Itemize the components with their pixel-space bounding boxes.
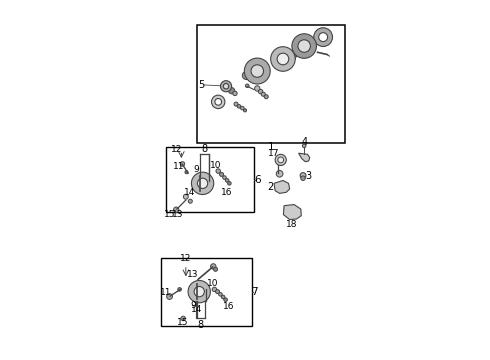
Circle shape xyxy=(221,295,225,299)
Polygon shape xyxy=(298,153,310,162)
Circle shape xyxy=(198,174,202,177)
Circle shape xyxy=(251,65,264,77)
Text: 12: 12 xyxy=(180,254,192,263)
Circle shape xyxy=(183,194,188,199)
Circle shape xyxy=(220,172,223,176)
Circle shape xyxy=(188,280,210,303)
Circle shape xyxy=(237,104,241,108)
Circle shape xyxy=(311,41,315,45)
Circle shape xyxy=(298,40,311,52)
Polygon shape xyxy=(274,180,290,193)
Text: 7: 7 xyxy=(251,287,258,297)
Circle shape xyxy=(264,95,268,99)
Circle shape xyxy=(234,102,238,106)
Circle shape xyxy=(194,299,197,303)
Text: 1: 1 xyxy=(268,141,274,152)
Circle shape xyxy=(291,50,295,55)
Text: 5: 5 xyxy=(198,80,205,90)
Circle shape xyxy=(216,290,220,294)
Circle shape xyxy=(279,184,285,190)
Text: 14: 14 xyxy=(183,188,195,197)
Text: 2: 2 xyxy=(267,182,273,192)
Bar xyxy=(197,25,345,143)
Text: 13: 13 xyxy=(187,270,199,279)
Circle shape xyxy=(220,81,232,92)
Circle shape xyxy=(197,178,208,189)
Circle shape xyxy=(292,34,317,58)
Text: 15: 15 xyxy=(177,318,188,327)
Circle shape xyxy=(302,144,306,148)
Circle shape xyxy=(195,282,198,286)
Circle shape xyxy=(245,84,249,87)
Text: 9: 9 xyxy=(190,301,196,310)
Circle shape xyxy=(292,57,295,60)
Circle shape xyxy=(188,199,192,203)
Circle shape xyxy=(241,106,244,110)
Text: 14: 14 xyxy=(191,305,202,314)
Bar xyxy=(161,258,252,326)
Circle shape xyxy=(233,91,237,96)
Text: 12: 12 xyxy=(171,145,182,154)
Text: 4: 4 xyxy=(301,137,307,147)
Circle shape xyxy=(300,173,306,179)
Circle shape xyxy=(312,48,316,51)
Text: 11: 11 xyxy=(160,288,172,297)
Circle shape xyxy=(243,72,250,80)
Circle shape xyxy=(289,208,295,215)
Circle shape xyxy=(255,86,260,91)
Text: 16: 16 xyxy=(221,188,233,197)
Polygon shape xyxy=(283,204,301,220)
Circle shape xyxy=(224,298,227,301)
Circle shape xyxy=(178,288,181,291)
Circle shape xyxy=(277,53,289,65)
Text: 10: 10 xyxy=(207,279,219,288)
Text: 8: 8 xyxy=(198,320,204,330)
Text: 18: 18 xyxy=(286,220,297,229)
Circle shape xyxy=(278,157,284,163)
Circle shape xyxy=(293,53,297,58)
Circle shape xyxy=(270,47,295,71)
Circle shape xyxy=(313,45,317,48)
Circle shape xyxy=(215,99,221,105)
Circle shape xyxy=(223,84,229,89)
Circle shape xyxy=(173,207,179,212)
Circle shape xyxy=(212,95,225,109)
Circle shape xyxy=(244,109,246,112)
Text: 10: 10 xyxy=(210,161,222,170)
Text: 15: 15 xyxy=(164,210,175,219)
Circle shape xyxy=(214,267,218,271)
Text: 9: 9 xyxy=(193,166,199,175)
Text: 13: 13 xyxy=(172,210,184,219)
Circle shape xyxy=(318,33,328,41)
Circle shape xyxy=(275,154,286,166)
Text: 6: 6 xyxy=(254,175,261,185)
Circle shape xyxy=(219,293,222,296)
Circle shape xyxy=(228,87,235,94)
Circle shape xyxy=(245,58,270,84)
Circle shape xyxy=(301,176,305,180)
Circle shape xyxy=(314,28,333,46)
Text: 8: 8 xyxy=(201,144,207,154)
Text: 17: 17 xyxy=(268,149,280,158)
Circle shape xyxy=(216,169,220,173)
Text: 3: 3 xyxy=(305,171,311,180)
Circle shape xyxy=(167,294,172,300)
Circle shape xyxy=(225,179,229,182)
Circle shape xyxy=(276,170,283,177)
Circle shape xyxy=(211,264,216,269)
Circle shape xyxy=(194,287,204,297)
Text: 16: 16 xyxy=(223,302,234,311)
Circle shape xyxy=(261,92,265,96)
Text: 11: 11 xyxy=(173,162,185,171)
Bar xyxy=(166,147,254,212)
Circle shape xyxy=(181,316,185,321)
Circle shape xyxy=(185,171,188,174)
Circle shape xyxy=(227,181,231,185)
Circle shape xyxy=(258,89,263,94)
Circle shape xyxy=(192,172,214,194)
Circle shape xyxy=(180,162,185,166)
Circle shape xyxy=(222,176,226,179)
Circle shape xyxy=(212,287,217,292)
